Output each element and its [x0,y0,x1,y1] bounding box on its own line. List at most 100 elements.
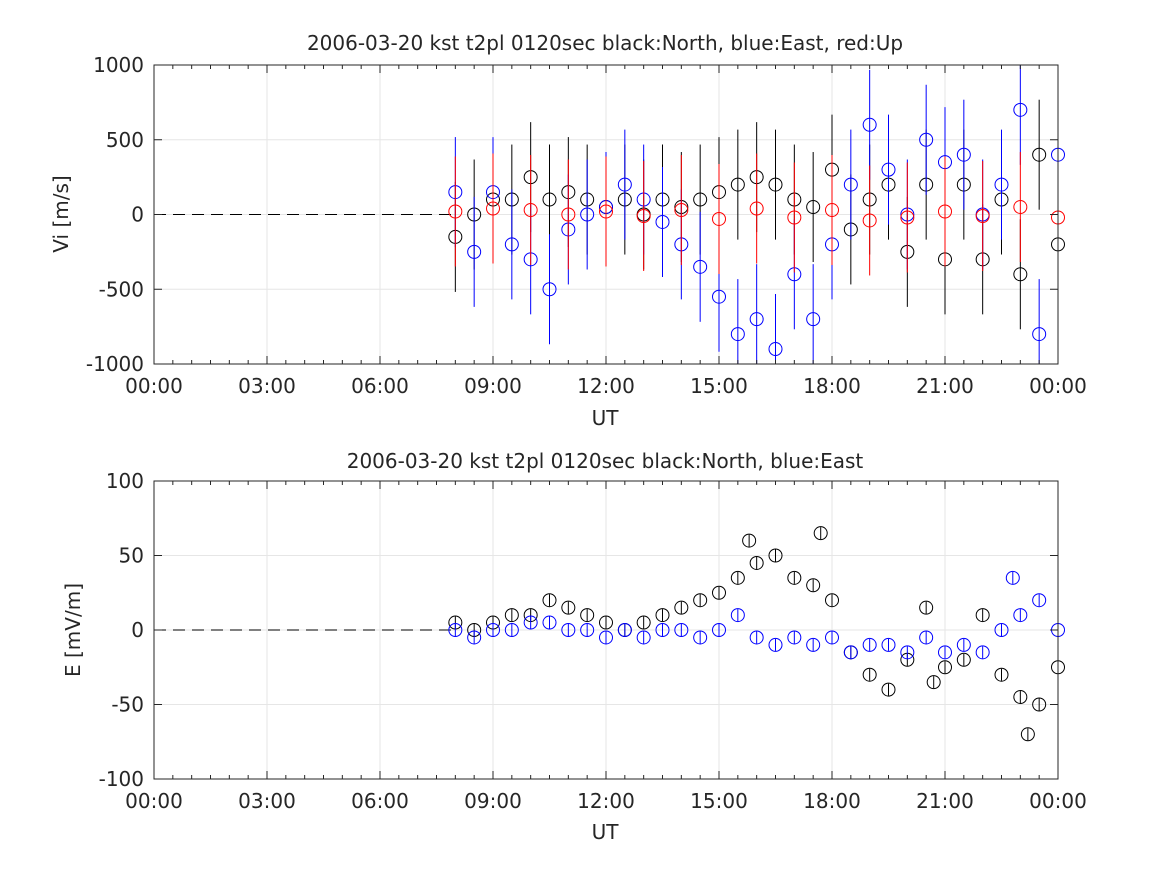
velocity-x-tick-label: 06:00 [351,374,409,398]
velocity-point [693,259,708,274]
velocity-point [900,210,915,225]
efield-point [523,615,538,630]
efield-point [994,623,1009,637]
efield-point [617,623,632,637]
velocity-panel: 2006-03-20 kst t2pl 0120sec black:North,… [49,31,1087,430]
velocity-x-tick-label: 12:00 [577,374,635,398]
efield-point [580,623,595,637]
velocity-point [1013,102,1028,117]
efield-point [599,615,613,630]
velocity-point [486,201,500,216]
velocity-point [674,203,689,218]
efield-x-tick-label: 09:00 [464,789,522,813]
velocity-point [542,192,557,207]
velocity-point [617,177,632,192]
velocity-point [730,327,745,342]
velocity-point [1032,327,1047,342]
velocity-point [806,200,821,215]
efield-point [599,630,613,645]
efield-point [862,667,877,682]
velocity-point [919,132,934,147]
efield-x-tick-label: 00:00 [125,789,183,813]
efield-point [730,608,745,623]
efield-point [561,623,576,637]
velocity-point [693,192,708,207]
velocity-x-axis-label: UT [592,406,620,430]
velocity-y-tick-label: 500 [106,128,144,152]
efield-x-tick-label: 21:00 [916,789,974,813]
velocity-point [712,289,726,304]
efield-point [712,623,726,637]
velocity-point [806,312,821,327]
efield-point [806,578,821,593]
efield-point [956,652,971,667]
efield-x-tick-label: 18:00 [803,789,861,813]
efield-point [542,593,557,608]
velocity-point [561,207,576,222]
efield-point [486,623,500,637]
velocity-y-tick-label: -1000 [86,352,144,376]
efield-point [768,637,783,652]
efield-title: 2006-03-20 kst t2pl 0120sec black:North,… [347,449,864,473]
efield-point [787,570,802,585]
efield-point [881,682,896,697]
velocity-point [730,177,745,192]
efield-point [1032,697,1047,712]
velocity-point [749,201,764,216]
efield-series-east [448,570,1065,660]
efield-point [674,600,689,615]
velocity-point [862,213,877,228]
efield-point [975,608,990,623]
efield-point [900,645,915,660]
efield-point [504,623,519,637]
efield-point [919,630,934,645]
efield-point [1020,727,1035,742]
efield-point [712,585,726,600]
efield-y-tick-label: 50 [119,544,144,568]
velocity-point [768,177,783,192]
efield-x-tick-label: 12:00 [577,789,635,813]
velocity-point [994,177,1009,192]
velocity-x-tick-label: 18:00 [803,374,861,398]
velocity-point [768,342,783,357]
efield-x-tick-label: 15:00 [690,789,748,813]
efield-point [504,608,519,623]
efield-point [693,630,708,645]
efield-point [956,637,971,652]
velocity-y-axis-label: Vi [m/s] [49,175,73,252]
velocity-point [448,204,463,219]
efield-point [636,630,651,645]
efield-point [768,548,783,563]
efield-point [881,637,896,652]
efield-point [730,570,745,585]
efield-point [655,623,670,637]
efield-point [938,645,952,660]
velocity-point [956,147,971,162]
efield-point [919,600,934,615]
efield-point [1032,593,1047,608]
velocity-point [580,207,595,222]
velocity-point [862,117,877,132]
efield-y-axis-label: E [mV/m] [61,583,85,677]
efield-point [787,630,802,645]
efield-point [693,593,708,608]
efield-point [742,533,757,548]
velocity-x-tick-label: 00:00 [125,374,183,398]
efield-point [843,645,858,660]
velocity-x-tick-label: 00:00 [1029,374,1087,398]
velocity-point [843,177,858,192]
efield-point [862,637,877,652]
efield-point [806,637,821,652]
velocity-point [1013,267,1028,282]
efield-point [467,630,482,645]
efield-point [926,675,941,690]
efield-point [580,608,595,623]
efield-point [825,630,839,645]
velocity-point [467,244,482,259]
efield-point [749,555,764,570]
efield-x-axis-label: UT [592,820,620,844]
efield-point [636,615,651,630]
efield-point [813,526,828,541]
velocity-x-tick-label: 09:00 [464,374,522,398]
